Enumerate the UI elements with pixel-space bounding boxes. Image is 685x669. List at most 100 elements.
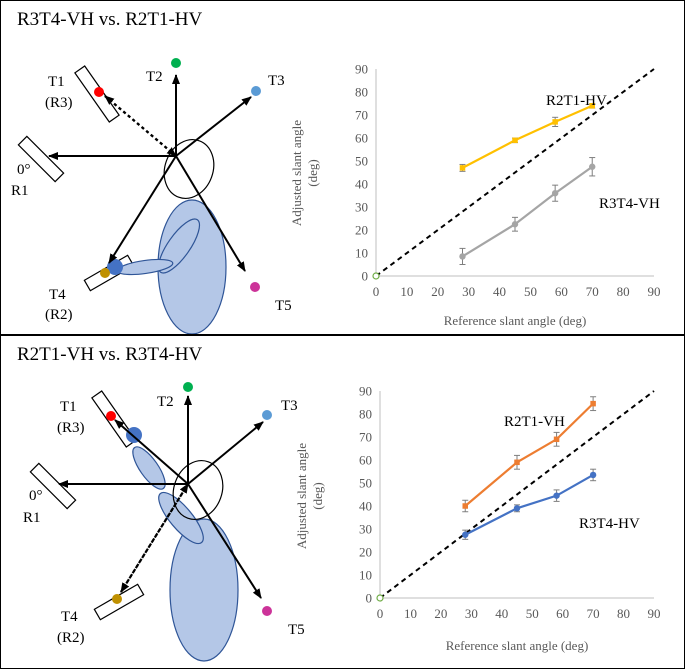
arrow-to-t3 <box>187 421 264 485</box>
t2-dot <box>171 58 181 68</box>
y-tick-label: 90 <box>359 384 372 399</box>
arrow-to-t5 <box>175 155 246 272</box>
y-tick-label: 30 <box>359 522 372 537</box>
t1-dot <box>94 87 104 97</box>
t2-dot <box>183 382 193 392</box>
forearm-ellipse <box>132 446 166 490</box>
data-point <box>511 221 519 228</box>
series-label: R2T1-VH <box>504 414 565 430</box>
y-tick-label: 50 <box>359 476 372 491</box>
series-label: R2T1-HV <box>546 93 607 109</box>
data-point <box>553 492 560 499</box>
panel-bottom: R2T1-VH vs. R3T4-HV T1 (R <box>0 335 685 669</box>
head-ellipse <box>172 460 224 520</box>
data-point <box>462 531 469 538</box>
y-tick-label: 0 <box>366 591 373 606</box>
y-tick-label: 80 <box>355 85 368 100</box>
y-axis-title-line: Adjusted slant angle <box>294 443 309 549</box>
y-tick-label: 10 <box>355 246 368 261</box>
label-zero-deg: 0° <box>17 162 31 178</box>
x-tick-label: 10 <box>400 284 413 299</box>
data-point <box>459 165 466 171</box>
y-axis-title-line: (deg) <box>305 159 320 186</box>
data-point <box>551 190 559 197</box>
x-tick-label: 0 <box>377 606 384 621</box>
y-tick-label: 50 <box>355 154 368 169</box>
t3-dot <box>251 86 261 96</box>
label-zero-deg: 0° <box>29 488 43 504</box>
arrow-to-t3 <box>175 96 252 157</box>
label-t4: T4 <box>49 287 66 303</box>
series-line <box>464 473 594 536</box>
t5-dot <box>250 282 260 292</box>
upper-arm-ellipse <box>158 491 204 545</box>
x-tick-label: 0 <box>373 284 380 299</box>
label-r1: R1 <box>23 510 41 526</box>
x-tick-label: 70 <box>587 606 600 621</box>
data-point <box>462 503 468 509</box>
label-t5: T5 <box>288 622 305 638</box>
panel-title: R3T4-VH vs. R2T1-HV <box>17 9 203 30</box>
data-point <box>589 163 596 170</box>
x-tick-label: 30 <box>462 284 475 299</box>
label-r2: (R2) <box>57 630 85 646</box>
x-tick-label: 30 <box>465 606 478 621</box>
data-point <box>590 400 596 407</box>
x-tick-label: 80 <box>617 284 630 299</box>
t5-dot <box>262 606 272 616</box>
arrow-to-t4 <box>108 155 177 264</box>
x-tick-label: 90 <box>648 284 661 299</box>
t4-dot <box>100 268 110 278</box>
series-line <box>461 165 593 258</box>
y-tick-label: 10 <box>359 568 372 583</box>
origin-marker <box>372 272 380 280</box>
x-axis-title: Reference slant angle (deg) <box>446 638 589 653</box>
x-tick-label: 50 <box>526 606 539 621</box>
origin-marker <box>376 594 384 602</box>
data-point <box>514 459 520 466</box>
y-tick-label: 60 <box>359 453 372 468</box>
data-point <box>552 119 558 125</box>
t3-dot <box>262 410 272 420</box>
y-axis-title: Adjusted slant angle(deg) <box>294 443 325 549</box>
x-tick-label: 50 <box>524 284 537 299</box>
antenna-bar-r1 <box>29 462 77 510</box>
label-r3: (R3) <box>45 95 73 111</box>
y-tick-label: 60 <box>355 131 368 146</box>
x-tick-label: 10 <box>404 606 417 621</box>
panel-top: R3T4-VH vs. R2T1-HV T1 (R <box>0 0 685 335</box>
x-tick-label: 20 <box>431 284 444 299</box>
x-axis-title: Reference slant angle (deg) <box>444 313 587 328</box>
series-label: R3T4-HV <box>579 516 640 532</box>
y-tick-label: 0 <box>362 269 369 284</box>
head-ellipse <box>163 139 215 199</box>
upper-arm-ellipse <box>157 218 201 274</box>
arrow-to-t1 <box>114 419 189 485</box>
label-r3: (R3) <box>57 420 85 436</box>
torso-ellipse <box>169 518 239 662</box>
y-tick-label: 20 <box>355 223 368 238</box>
label-t5: T5 <box>275 298 292 314</box>
x-tick-label: 40 <box>495 606 508 621</box>
y-tick-label: 70 <box>359 430 372 445</box>
y-axis-title: Adjusted slant angle(deg) <box>289 120 320 226</box>
x-tick-label: 70 <box>586 284 599 299</box>
x-tick-label: 90 <box>648 606 661 621</box>
x-tick-label: 80 <box>617 606 630 621</box>
t4-dot <box>112 594 122 604</box>
antenna-bar-r1 <box>17 135 65 183</box>
series-label: R3T4-VH <box>599 196 660 212</box>
label-t2: T2 <box>157 394 174 410</box>
data-point <box>459 253 466 260</box>
x-tick-label: 20 <box>434 606 447 621</box>
y-tick-label: 40 <box>355 177 368 192</box>
data-point <box>589 103 595 109</box>
chart-plot: 0 10 20 30 40 50 60 70 80 90 0 10 20 30 40 50 60 70 80 90 R2… <box>289 62 661 329</box>
y-tick-label: 90 <box>355 62 368 77</box>
arrow-to-t5 <box>187 483 262 599</box>
data-point <box>589 471 597 479</box>
t1-dot <box>106 411 116 421</box>
label-t4: T4 <box>61 609 78 625</box>
x-tick-label: 60 <box>556 606 569 621</box>
label-r2: (R2) <box>45 307 73 323</box>
